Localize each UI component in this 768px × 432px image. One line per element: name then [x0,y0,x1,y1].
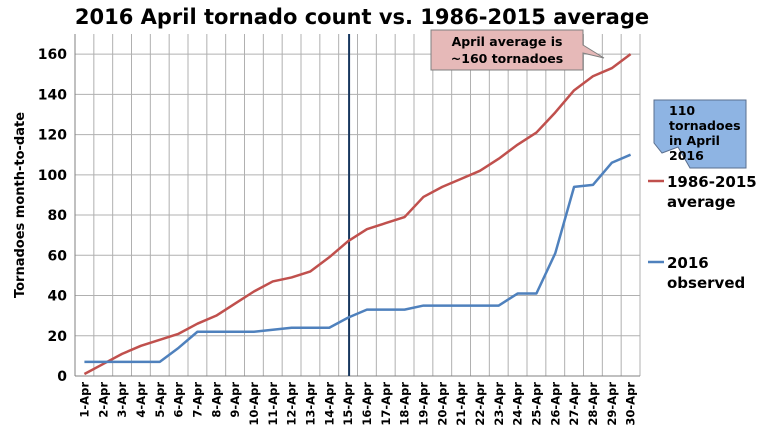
observed-callout-text: in April [669,133,720,148]
y-tick-label: 80 [48,208,68,224]
x-tick-label: 9-Apr [228,382,242,418]
x-tick-label: 19-Apr [416,382,430,426]
x-tick-label: 10-Apr [247,382,261,426]
x-tick-label: 11-Apr [266,382,280,426]
average-callout-text: ~160 tornadoes [451,51,563,66]
observed-callout-text: 110 [669,103,695,118]
x-tick-label: 20-Apr [435,382,449,426]
x-tick-label: 16-Apr [360,382,374,426]
x-tick-label: 6-Apr [172,382,186,418]
callouts: April average is ~160 tornadoes 110tornado… [430,29,747,169]
legend-label-average: average [667,193,736,211]
y-tick-label: 0 [57,369,67,385]
x-tick-label: 22-Apr [473,382,487,426]
y-tick-label: 60 [48,248,68,264]
legend: 1986-2015 average 2016 observed [648,173,757,292]
series-line-average [83,53,632,376]
x-tick-label: 2-Apr [96,382,110,418]
x-tick-label: 21-Apr [454,382,468,426]
x-tick-label: 3-Apr [115,382,129,418]
x-tick-label: 17-Apr [379,382,393,426]
x-tick-label: 27-Apr [567,382,581,426]
y-tick-label: 20 [48,329,68,345]
x-tick-label: 24-Apr [511,382,525,426]
legend-label-average: 1986-2015 [667,173,757,191]
x-tick-label: 14-Apr [322,382,336,426]
x-tick-label: 1-Apr [77,382,91,418]
series-line-observed [84,153,632,364]
x-tick-label: 8-Apr [209,382,223,418]
y-tick-label: 100 [38,168,67,184]
x-tick-label: 12-Apr [285,382,299,426]
x-tick-label: 25-Apr [529,382,543,426]
series-lines [83,53,632,376]
average-callout-box [430,29,605,71]
y-tick-label: 160 [38,47,67,63]
y-tick-label: 140 [38,87,67,103]
gridlines [75,34,641,376]
x-tick-label: 15-Apr [341,382,355,426]
x-tick-label: 18-Apr [398,382,412,426]
x-tick-label: 4-Apr [134,382,148,418]
legend-label-observed: observed [667,274,745,292]
observed-callout-box [653,99,747,169]
x-tick-label: 5-Apr [153,382,167,418]
x-tick-label: 26-Apr [548,382,562,426]
x-tick-label: 23-Apr [492,382,506,426]
tick-labels: 0 20 40 60 80 100 120 140 160 1-Apr 2-Apr 3-Apr 4-Ap… [38,47,638,425]
x-tick-label: 28-Apr [586,382,600,426]
y-tick-label: 120 [38,128,67,144]
x-tick-label: 29-Apr [605,382,619,426]
x-tick-label: 13-Apr [303,382,317,426]
average-callout-text: April average is [452,34,563,49]
y-axis-label: Tornadoes month-to-date [13,112,28,298]
chart-title: 2016 April tornado count vs. 1986-2015 a… [75,5,649,29]
legend-label-observed: 2016 [667,254,709,272]
x-tick-label: 30-Apr [624,382,638,426]
observed-callout-text: tornadoes [669,118,741,133]
observed-callout-text: 2016 [669,148,704,163]
axes [74,34,640,377]
x-tick-label: 7-Apr [190,382,204,418]
y-tick-label: 40 [48,289,68,305]
